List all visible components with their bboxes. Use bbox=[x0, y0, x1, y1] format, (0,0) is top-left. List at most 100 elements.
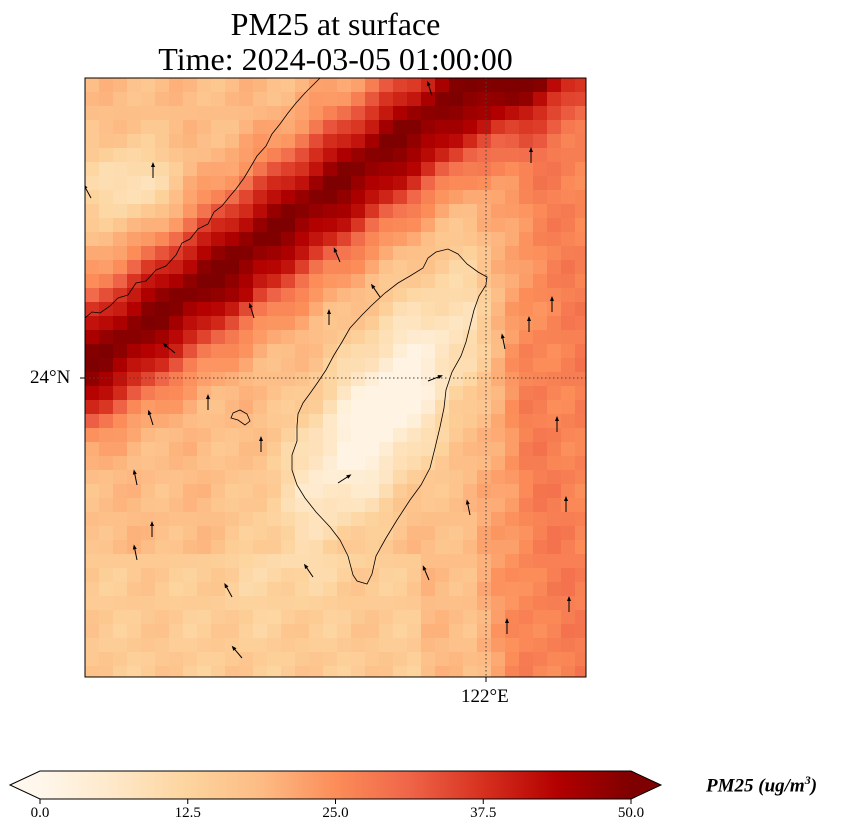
pm25-cell bbox=[477, 232, 492, 247]
pm25-cell bbox=[253, 330, 268, 345]
pm25-cell bbox=[197, 274, 212, 289]
pm25-cell bbox=[407, 400, 422, 415]
pm25-cell bbox=[253, 512, 268, 527]
pm25-cell bbox=[169, 400, 184, 415]
pm25-cell bbox=[141, 624, 156, 639]
pm25-cell bbox=[351, 428, 366, 443]
pm25-cell bbox=[505, 316, 520, 331]
pm25-cell bbox=[435, 246, 450, 261]
pm25-cell bbox=[393, 540, 408, 555]
pm25-cell bbox=[519, 260, 534, 275]
pm25-cell bbox=[519, 232, 534, 247]
pm25-cell bbox=[253, 148, 268, 163]
pm25-cell bbox=[365, 582, 380, 597]
pm25-cell bbox=[519, 106, 534, 121]
pm25-cell bbox=[169, 358, 184, 373]
pm25-cell bbox=[85, 540, 100, 555]
pm25-cell bbox=[253, 232, 268, 247]
pm25-cell bbox=[505, 204, 520, 219]
pm25-cell bbox=[561, 232, 576, 247]
pm25-cell bbox=[85, 428, 100, 443]
pm25-cell bbox=[407, 218, 422, 233]
pm25-cell bbox=[85, 624, 100, 639]
pm25-cell bbox=[519, 414, 534, 429]
pm25-cell bbox=[281, 498, 296, 513]
pm25-cell bbox=[323, 106, 338, 121]
pm25-cell bbox=[211, 316, 226, 331]
pm25-cell bbox=[99, 484, 114, 499]
pm25-cell bbox=[295, 610, 310, 625]
pm25-cell bbox=[505, 162, 520, 177]
pm25-cell bbox=[365, 540, 380, 555]
pm25-cell bbox=[435, 456, 450, 471]
pm25-cell bbox=[449, 232, 464, 247]
pm25-cell bbox=[533, 540, 548, 555]
pm25-cell bbox=[323, 512, 338, 527]
pm25-cell bbox=[127, 456, 142, 471]
pm25-cell bbox=[463, 344, 478, 359]
pm25-cell bbox=[155, 652, 170, 667]
pm25-cell bbox=[183, 610, 198, 625]
pm25-cell bbox=[337, 134, 352, 149]
wind-vector-head bbox=[505, 618, 509, 623]
pm25-cell bbox=[197, 624, 212, 639]
pm25-cell bbox=[351, 274, 366, 289]
pm25-cell bbox=[519, 176, 534, 191]
pm25-cell bbox=[85, 470, 100, 485]
pm25-cell bbox=[225, 442, 240, 457]
pm25-cell bbox=[309, 372, 324, 387]
pm25-cell bbox=[267, 260, 282, 275]
pm25-cell bbox=[379, 400, 394, 415]
pm25-cell bbox=[491, 148, 506, 163]
pm25-cell bbox=[491, 400, 506, 415]
pm25-cell bbox=[211, 106, 226, 121]
pm25-cell bbox=[463, 470, 478, 485]
pm25-cell bbox=[211, 358, 226, 373]
pm25-cell bbox=[407, 190, 422, 205]
pm25-cell bbox=[155, 176, 170, 191]
pm25-cell bbox=[155, 274, 170, 289]
colorbar-extend-high bbox=[631, 771, 661, 799]
pm25-cell bbox=[505, 232, 520, 247]
pm25-cell bbox=[309, 344, 324, 359]
pm25-cell bbox=[547, 442, 562, 457]
pm25-cell bbox=[449, 428, 464, 443]
pm25-cell bbox=[393, 78, 408, 93]
map-area[interactable] bbox=[83, 78, 589, 681]
pm25-cell bbox=[505, 582, 520, 597]
pm25-cell bbox=[365, 106, 380, 121]
pm25-cell bbox=[351, 134, 366, 149]
pm25-cell bbox=[155, 456, 170, 471]
pm25-cell bbox=[365, 134, 380, 149]
pm25-cell bbox=[141, 610, 156, 625]
pm25-cell bbox=[323, 624, 338, 639]
pm25-cell bbox=[295, 78, 310, 93]
pm25-cell bbox=[337, 554, 352, 569]
pm25-cell bbox=[295, 106, 310, 121]
pm25-cell bbox=[225, 246, 240, 261]
pm25-cell bbox=[197, 526, 212, 541]
pm25-cell bbox=[421, 148, 436, 163]
pm25-cell bbox=[211, 176, 226, 191]
pm25-cell bbox=[561, 260, 576, 275]
pm25-cell bbox=[169, 204, 184, 219]
pm25-cell bbox=[211, 652, 226, 667]
pm25-cell bbox=[379, 274, 394, 289]
pm25-cell bbox=[435, 260, 450, 275]
pm25-cell bbox=[337, 498, 352, 513]
pm25-cell bbox=[253, 358, 268, 373]
pm25-cell bbox=[113, 456, 128, 471]
pm25-cell bbox=[575, 624, 586, 639]
wind-vector-head bbox=[465, 499, 470, 505]
pm25-cell bbox=[505, 246, 520, 261]
pm25-cell bbox=[463, 526, 478, 541]
pm25-cell bbox=[169, 232, 184, 247]
pm25-cell bbox=[575, 316, 586, 331]
pm25-cell bbox=[211, 610, 226, 625]
pm25-cell bbox=[561, 274, 576, 289]
pm25-cell bbox=[183, 190, 198, 205]
pm25-cell bbox=[505, 596, 520, 611]
pm25-cell bbox=[141, 386, 156, 401]
pm25-cell bbox=[211, 162, 226, 177]
pm25-cell bbox=[449, 512, 464, 527]
